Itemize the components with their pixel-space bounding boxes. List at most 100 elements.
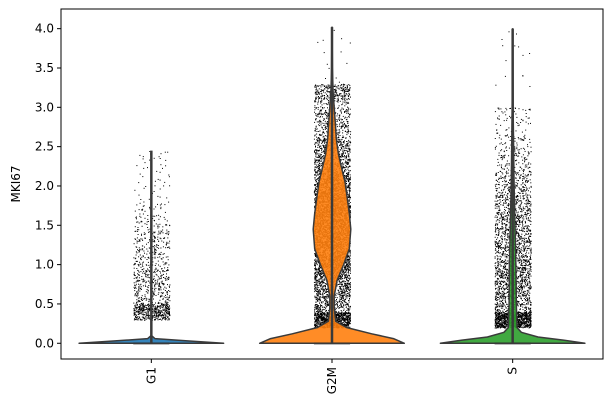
data-point-g2m (315, 270, 317, 272)
data-point-g1 (163, 237, 165, 239)
data-point-g2m (348, 92, 350, 94)
data-point-g2m (317, 116, 319, 118)
data-point-g1 (140, 238, 142, 240)
data-point-g2m (345, 271, 347, 273)
data-point-g1 (157, 315, 159, 317)
data-point-g2m (322, 312, 323, 313)
data-point-g1 (161, 319, 163, 321)
data-point-g2m (319, 307, 321, 308)
data-point-g1 (165, 247, 167, 249)
data-point-g2m (346, 134, 348, 136)
data-point-g1 (133, 277, 135, 279)
data-point-g2m (320, 121, 321, 123)
data-point-g2m (319, 145, 321, 147)
data-point-g2m (348, 170, 350, 171)
data-point-g2m (321, 104, 323, 106)
data-point-g1 (164, 312, 166, 314)
data-point-g2m (316, 182, 318, 184)
data-point-g1 (156, 314, 158, 315)
data-point-g1 (139, 173, 141, 175)
data-point-g1 (154, 306, 156, 308)
data-point-g1 (147, 287, 149, 289)
data-point-g1 (139, 301, 141, 302)
data-point-g1 (163, 185, 165, 187)
data-point-g1 (140, 309, 142, 311)
data-point-g1 (139, 261, 141, 263)
data-point-g1 (161, 231, 163, 233)
data-point-g2m (348, 205, 350, 207)
data-point-g1 (135, 260, 137, 262)
data-point-g2m (350, 270, 351, 272)
data-point-g2m (321, 276, 323, 277)
data-point-g1 (141, 288, 142, 290)
data-point-g2m (334, 100, 336, 102)
data-point-g1 (141, 249, 143, 251)
data-point-g1 (137, 280, 139, 282)
data-point-g2m (322, 275, 324, 277)
outlier-point-g1 (139, 154, 141, 156)
data-point-g2m (322, 151, 324, 153)
data-point-g2m (318, 268, 320, 270)
data-point-g1 (136, 292, 138, 294)
data-point-g2m (336, 313, 338, 315)
data-point-g2m (326, 317, 328, 319)
data-point-g1 (167, 309, 169, 311)
data-point-g1 (144, 273, 146, 275)
data-point-g1 (145, 276, 147, 278)
data-point-g1 (153, 247, 155, 249)
data-point-g1 (135, 309, 137, 311)
data-point-g2m (318, 269, 320, 271)
data-point-g2m (321, 134, 323, 136)
data-point-g2m (317, 179, 319, 181)
data-point-g1 (169, 315, 171, 317)
data-point-g2m (337, 99, 339, 101)
data-point-g1 (164, 317, 166, 319)
data-point-g1 (146, 264, 148, 266)
data-point-g1 (156, 215, 158, 217)
data-point-g2m (317, 107, 319, 108)
data-point-g2m (320, 165, 322, 167)
data-point-g2m (337, 113, 339, 115)
data-point-g2m (316, 93, 318, 95)
data-point-g1 (160, 315, 162, 317)
data-point-g1 (137, 299, 139, 301)
data-point-g1 (152, 251, 154, 253)
data-point-g1 (166, 270, 168, 271)
data-point-g1 (135, 238, 137, 240)
data-point-g1 (145, 299, 147, 301)
data-point-g2m (344, 318, 346, 320)
data-point-g2m (315, 89, 317, 91)
data-point-g2m (318, 150, 320, 151)
data-point-g1 (133, 264, 135, 266)
data-point-g1 (147, 286, 149, 288)
data-point-g1 (157, 269, 158, 271)
data-point-g1 (165, 276, 167, 278)
data-point-g1 (143, 311, 145, 313)
data-point-g2m (347, 277, 349, 279)
data-point-g1 (141, 319, 143, 321)
data-point-g2m (346, 93, 348, 95)
data-point-g1 (157, 227, 159, 229)
data-point-g1 (139, 306, 141, 308)
data-point-g1 (135, 314, 137, 315)
data-point-g1 (145, 282, 147, 284)
data-point-g2m (321, 84, 322, 86)
outlier-point-g1 (144, 162, 146, 164)
data-point-g1 (155, 206, 157, 208)
data-point-g2m (339, 283, 341, 285)
data-point-g1 (147, 242, 149, 244)
data-point-g2m (316, 160, 318, 162)
data-point-g1 (147, 250, 149, 252)
data-point-g2m (341, 270, 343, 272)
data-point-g2m (316, 306, 318, 308)
data-point-g2m (318, 312, 320, 314)
data-point-g1 (145, 313, 147, 315)
data-point-g2m (315, 277, 317, 279)
data-point-g2m (348, 301, 350, 303)
data-point-g2m (325, 298, 327, 300)
data-point-g1 (144, 317, 146, 319)
data-point-g2m (314, 263, 316, 265)
data-point-g1 (143, 305, 145, 307)
data-point-g1 (154, 254, 156, 256)
data-point-g2m (317, 89, 319, 91)
